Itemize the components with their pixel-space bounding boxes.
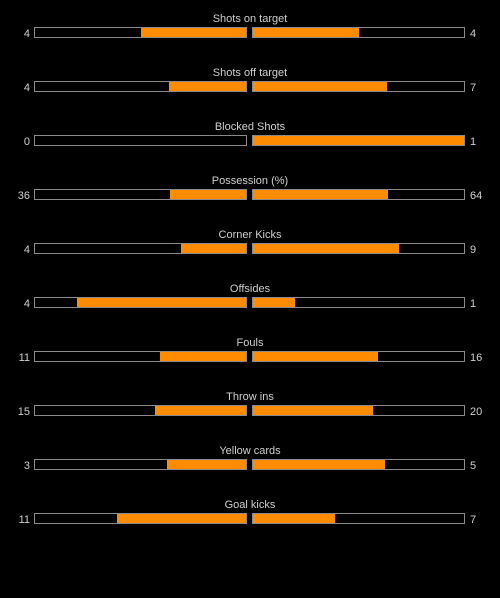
away-bar-fill — [253, 82, 388, 91]
home-value: 15 — [17, 406, 30, 418]
away-bar-fill — [253, 244, 399, 253]
away-bar — [252, 81, 465, 92]
home-value: 11 — [18, 352, 30, 364]
home-bar — [34, 459, 247, 470]
home-value: 36 — [17, 190, 30, 202]
stat-row-offsides: Offsides 4 1 — [0, 280, 500, 334]
stat-label: Throw ins — [226, 391, 274, 403]
away-bar — [252, 189, 465, 200]
home-bar — [34, 27, 247, 38]
home-bar — [34, 297, 247, 308]
away-bar — [252, 351, 465, 362]
home-value: 4 — [23, 82, 30, 94]
stat-label: Offsides — [229, 283, 271, 295]
stat-label: Yellow cards — [219, 445, 281, 457]
stat-row-corner-kicks: Corner Kicks 4 9 — [0, 226, 500, 280]
home-bar — [34, 513, 247, 524]
away-bar-fill — [253, 298, 296, 307]
away-value: 5 — [470, 460, 477, 472]
stat-label: Fouls — [236, 337, 264, 349]
away-bar — [252, 27, 465, 38]
away-value: 64 — [470, 190, 483, 202]
stat-row-shots-off-target: Shots off target 4 7 — [0, 64, 500, 118]
away-bar — [252, 243, 465, 254]
home-bar — [34, 189, 247, 200]
away-bar — [252, 297, 465, 308]
home-bar-fill — [160, 352, 246, 361]
away-value: 1 — [470, 298, 477, 310]
stat-row-yellow-cards: Yellow cards 3 5 — [0, 442, 500, 496]
away-bar-fill — [253, 190, 389, 199]
stat-row-possession: Possession (%) 36 64 — [0, 172, 500, 226]
home-bar-fill — [170, 190, 246, 199]
away-bar — [252, 135, 465, 146]
away-bar-fill — [253, 460, 385, 469]
home-bar-fill — [181, 244, 246, 253]
home-bar-fill — [155, 406, 246, 415]
home-value: 4 — [23, 28, 30, 40]
home-bar — [34, 81, 247, 92]
stat-label: Blocked Shots — [214, 121, 286, 133]
away-value: 7 — [470, 82, 477, 94]
away-bar — [252, 459, 465, 470]
stat-label: Goal kicks — [224, 499, 276, 511]
home-value: 4 — [23, 244, 30, 256]
stat-label: Possession (%) — [211, 175, 289, 187]
stat-row-fouls: Fouls 11 16 — [0, 334, 500, 388]
stat-row-blocked-shots: Blocked Shots 0 1 — [0, 118, 500, 172]
home-bar-fill — [117, 514, 246, 523]
stat-row-shots-on-target: Shots on target 4 4 — [0, 10, 500, 64]
away-bar-fill — [253, 352, 379, 361]
home-bar-fill — [166, 460, 246, 469]
stat-label: Corner Kicks — [218, 229, 282, 241]
home-value: 11 — [18, 514, 30, 526]
away-value: 9 — [470, 244, 477, 256]
home-value: 3 — [23, 460, 30, 472]
stat-row-throw-ins: Throw ins 15 20 — [0, 388, 500, 442]
away-bar — [252, 405, 465, 416]
away-bar-fill — [253, 514, 336, 523]
away-value: 7 — [470, 514, 477, 526]
home-bar — [34, 351, 247, 362]
home-bar — [34, 135, 247, 146]
away-value: 16 — [470, 352, 483, 364]
away-value: 20 — [470, 406, 483, 418]
stat-label: Shots on target — [212, 13, 288, 25]
home-bar-fill — [169, 82, 246, 91]
away-bar-fill — [253, 406, 374, 415]
home-bar — [34, 405, 247, 416]
home-value: 4 — [23, 298, 30, 310]
away-value: 4 — [470, 28, 477, 40]
stat-row-goal-kicks: Goal kicks 11 7 — [0, 496, 500, 550]
away-bar-fill — [253, 136, 464, 145]
away-bar — [252, 513, 465, 524]
away-bar-fill — [253, 28, 359, 37]
away-value: 1 — [470, 136, 477, 148]
home-bar — [34, 243, 247, 254]
home-value: 0 — [23, 136, 30, 148]
home-bar-fill — [77, 298, 246, 307]
home-bar-fill — [140, 28, 246, 37]
stat-label: Shots off target — [212, 67, 288, 79]
match-stats-panel: Shots on target 4 4 Shots off target 4 7… — [0, 10, 500, 550]
